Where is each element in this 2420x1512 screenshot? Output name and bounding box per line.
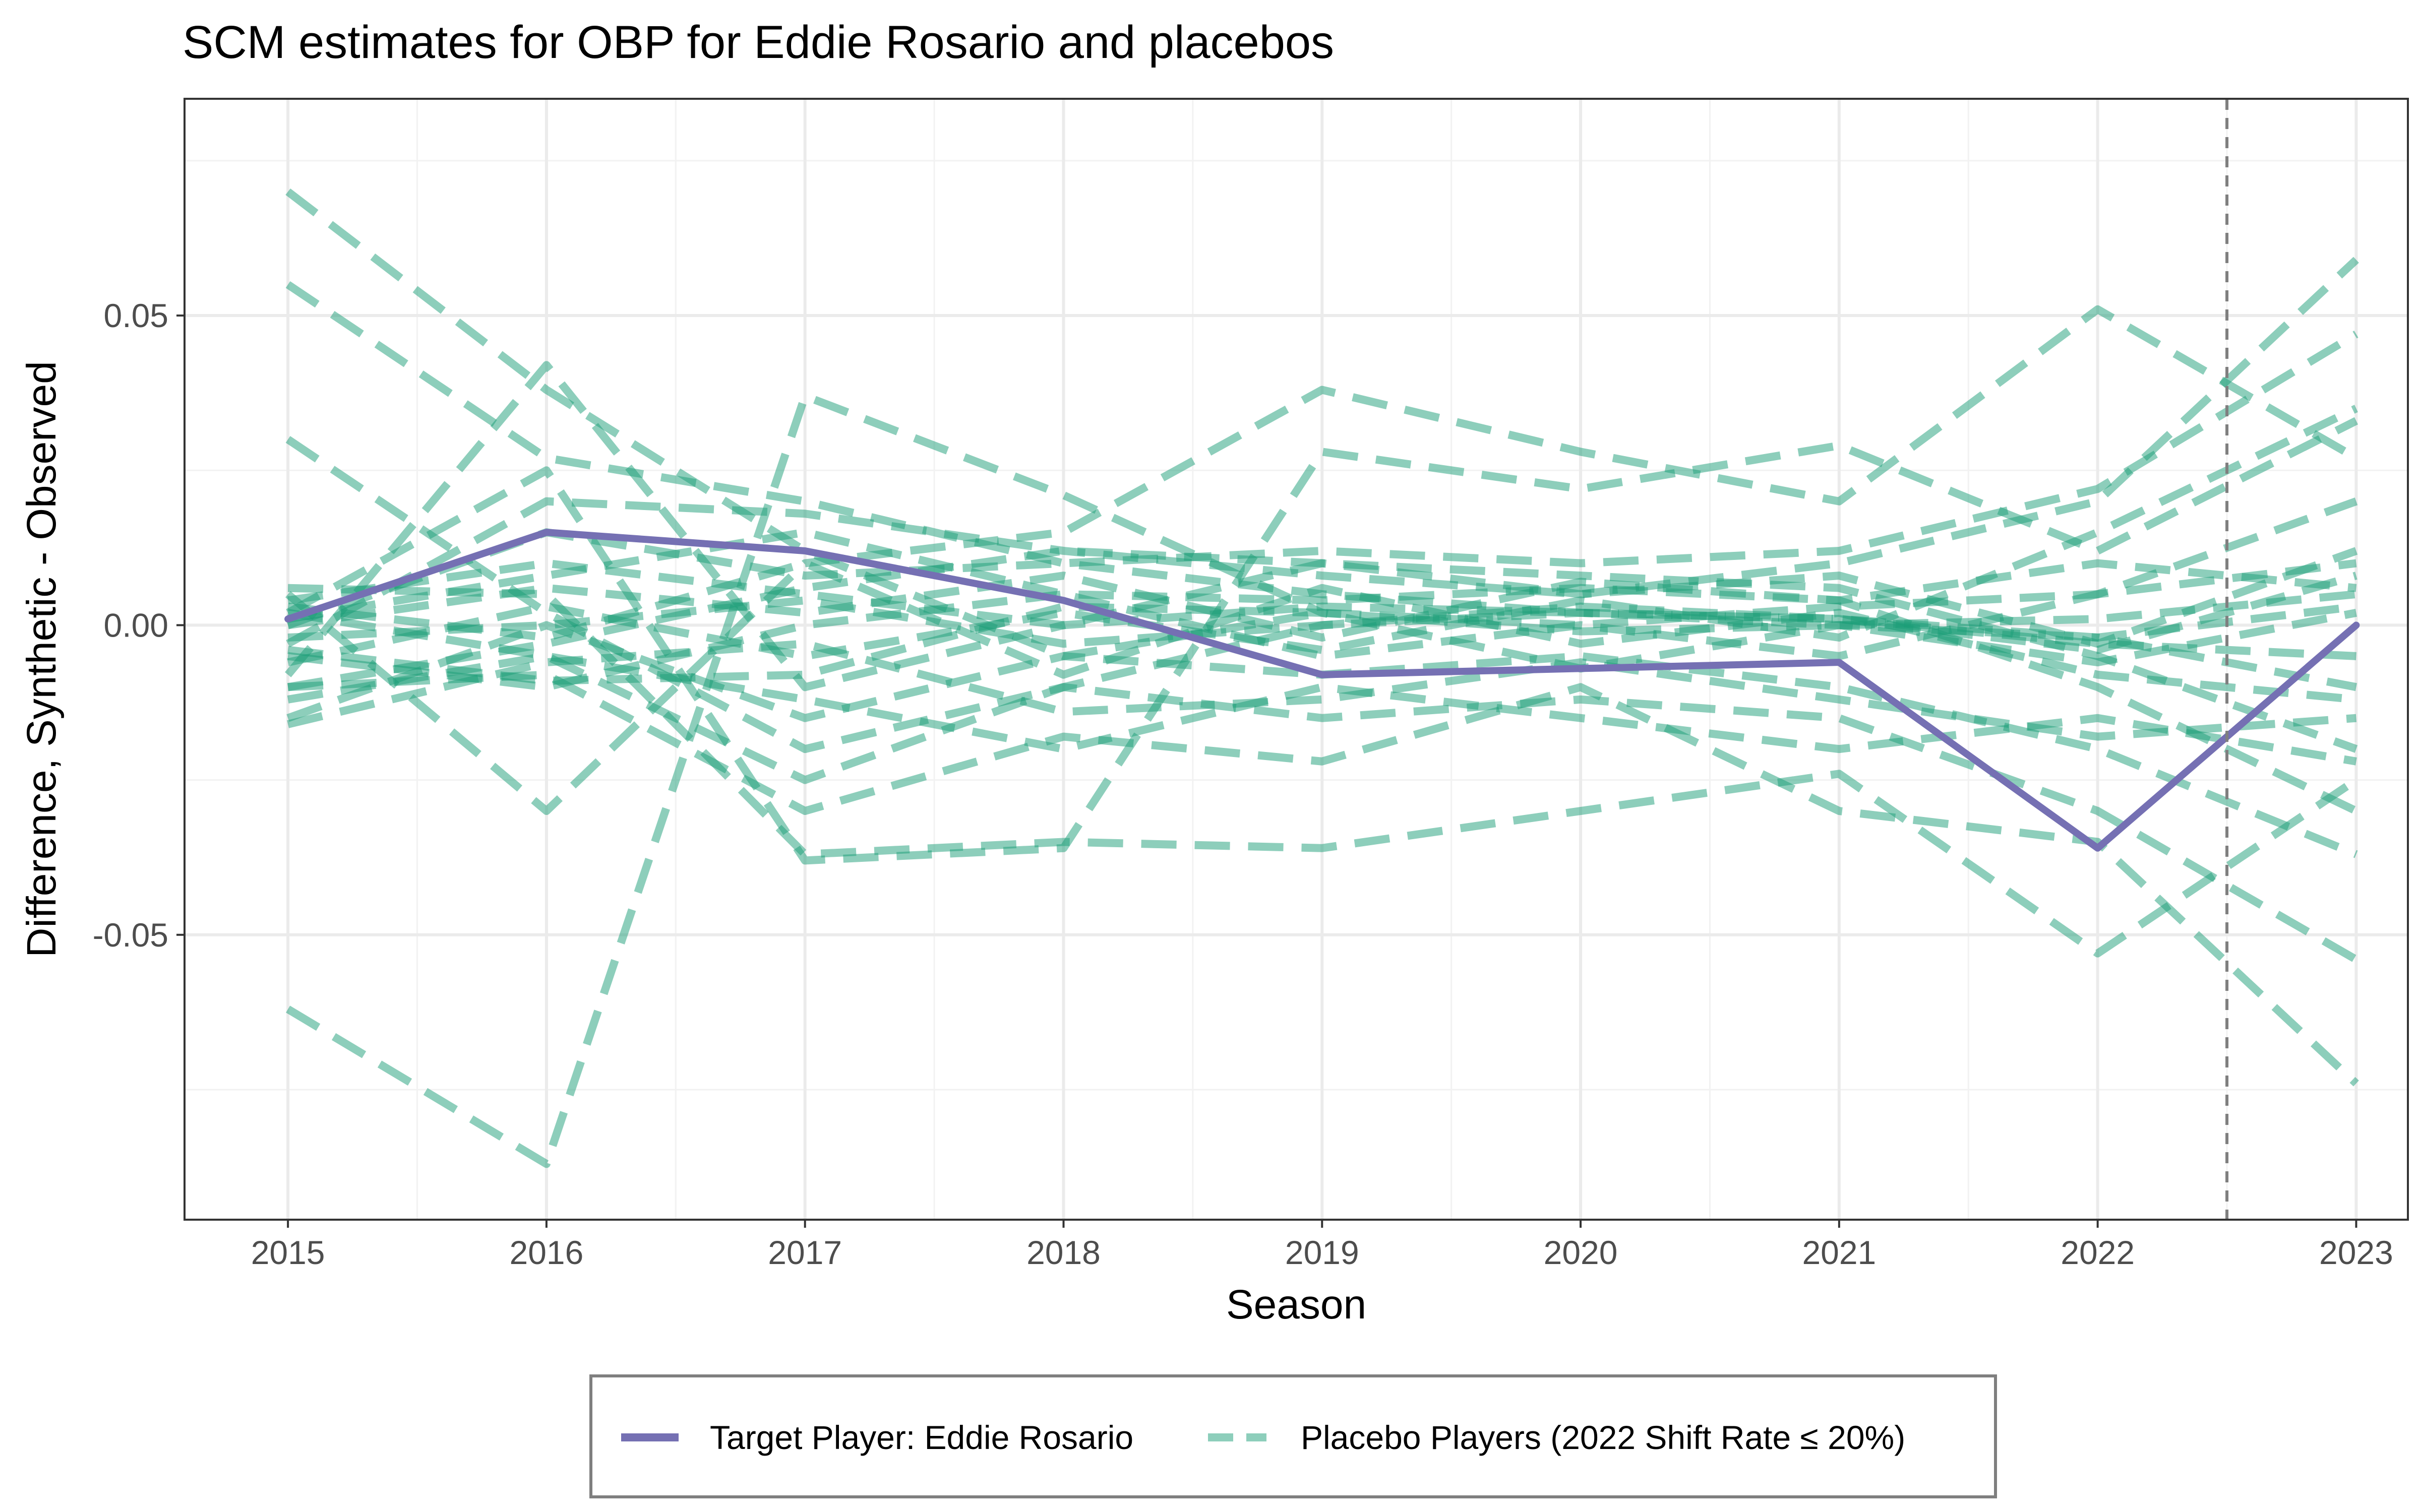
x-tick-label: 2018: [1026, 1234, 1101, 1271]
chart-title: SCM estimates for OBP for Eddie Rosario …: [183, 17, 1334, 68]
placebo-line: [286, 417, 2358, 865]
legend-box: [589, 1374, 1997, 1498]
legend: Target Player: Eddie Rosario Placebo Pla…: [589, 1374, 1997, 1498]
placebo-lines: [284, 188, 2359, 1168]
placebo-line: [287, 497, 2358, 660]
placebo-line: [287, 559, 2357, 704]
legend-label-placebo: Placebo Players (2022 Shift Rate ≤ 20%): [1301, 1419, 1905, 1456]
x-tick-label: 2022: [2061, 1234, 2135, 1271]
x-tick-label: 2015: [251, 1234, 325, 1271]
x-axis-title: Season: [1226, 1282, 1366, 1328]
plot-border: [184, 98, 2409, 1221]
y-tick-label: -0.05: [93, 916, 168, 954]
y-tick-label: 0.05: [104, 297, 168, 334]
y-axis-title: Difference, Synthetic - Observed: [19, 361, 65, 957]
placebo-line: [287, 608, 2357, 766]
x-tick-label: 2023: [2319, 1234, 2393, 1271]
placebo-line: [287, 559, 2357, 642]
legend-label-target: Target Player: Eddie Rosario: [710, 1419, 1133, 1456]
placebo-line: [287, 405, 2358, 666]
x-tick-label: 2020: [1544, 1234, 1618, 1271]
placebo-line: [287, 602, 2357, 685]
x-tick-label: 2016: [509, 1234, 583, 1271]
placebo-line: [287, 640, 2357, 741]
x-axis-ticks: 2015 2016 2017 2018 2019 2020 2021 2022 2023: [251, 1220, 2393, 1271]
x-tick-label: 2021: [1802, 1234, 1876, 1271]
placebo-line: [287, 670, 2359, 1087]
x-tick-label: 2017: [768, 1234, 842, 1271]
placebo-line: [285, 305, 2358, 815]
y-axis-ticks: 0.05 0.00 -0.05: [93, 297, 185, 954]
target-line: [284, 529, 2360, 852]
x-tick-label: 2019: [1285, 1234, 1359, 1271]
y-tick-label: 0.00: [104, 606, 168, 644]
target-line-group: [284, 529, 2360, 852]
placebo-line: [287, 652, 2358, 963]
placebo-line: [286, 257, 2359, 648]
